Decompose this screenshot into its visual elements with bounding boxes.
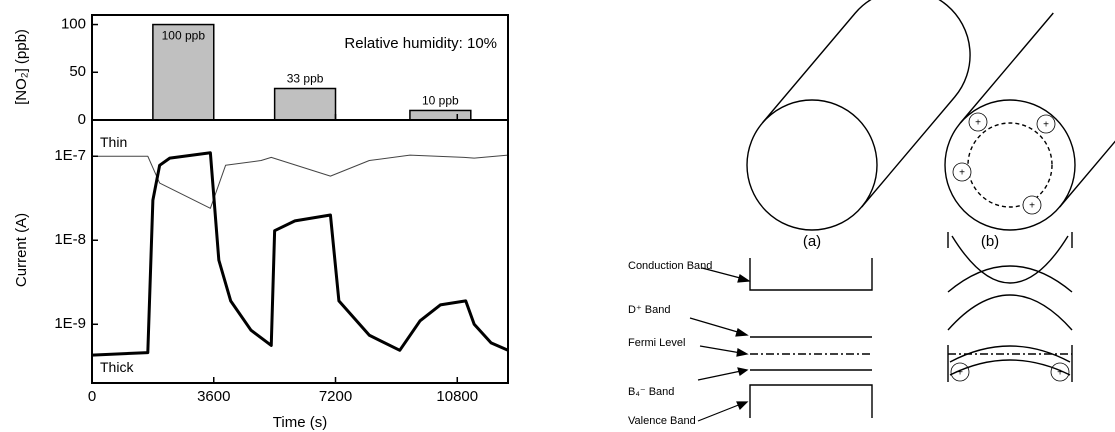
band-labels: Conduction Band D⁺ Band Fermi Level B₄⁻ … [628,260,712,427]
band-diagram-b [947,232,1073,382]
y-tick-label: 1E-7 [54,147,86,164]
band-diagram-a [749,258,873,418]
band-label: Conduction Band [628,260,712,272]
series-label: Thick [100,359,134,375]
y-axis-label: [NO₂] (ppb) [13,29,30,105]
plot-frame [91,119,509,384]
x-tick-label: 7200 [319,388,352,405]
bar [409,109,472,121]
y-tick-label: 100 [61,16,86,33]
band-label: B₄⁻ Band [628,386,674,398]
data-label: 100 ppb [162,29,206,43]
panel-label: (a) [803,233,821,250]
panel-label: (b) [981,233,999,250]
bar [273,87,337,121]
y-tick-label: 1E-8 [54,231,86,248]
y-axis-label: Current (A) [13,213,30,287]
arrows [689,267,751,422]
cylinder-a [746,0,971,231]
svg-text:+: + [1057,368,1063,379]
data-label: 10 ppb [422,94,459,108]
y-tick-label: 1E-9 [54,315,86,332]
x-tick-label: 0 [88,388,96,405]
svg-text:+: + [1029,201,1035,212]
line [91,151,509,357]
line [92,154,509,209]
band-label: D⁺ Band [628,304,671,316]
series-label: Thin [100,134,127,150]
band-label: Fermi Level [628,337,685,349]
annotation: Relative humidity: 10% [344,35,497,52]
y-tick-label: 50 [69,63,86,80]
svg-text:+: + [1043,120,1049,131]
svg-text:+: + [975,118,981,129]
svg-text:+: + [957,368,963,379]
y-tick-label: 0 [78,111,86,128]
x-tick-label: 3600 [197,388,230,405]
svg-text:+: + [959,168,965,179]
cylinder-b: + + + + + + [944,12,1115,382]
x-axis-label: Time (s) [273,414,327,431]
data-label: 33 ppb [287,72,324,86]
band-label: Valence Band [628,415,696,427]
x-tick-label: 10800 [436,388,478,405]
